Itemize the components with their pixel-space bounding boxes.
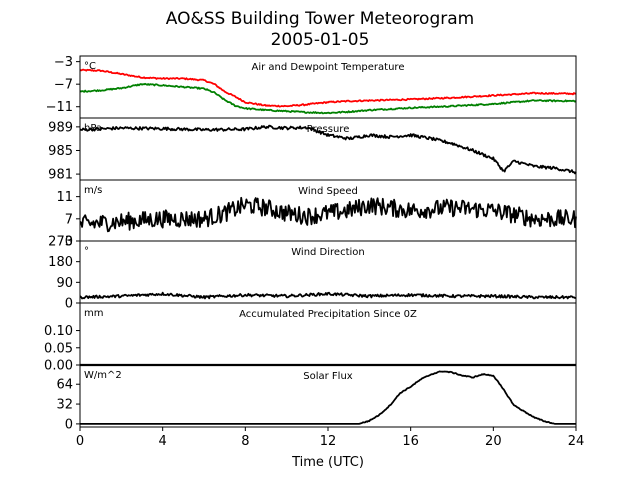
y-tick-label: 270 xyxy=(48,235,73,250)
x-tick-label: 20 xyxy=(485,434,502,449)
x-tick-label: 16 xyxy=(402,434,419,449)
y-tick-label: 64 xyxy=(56,378,73,393)
panel-title: Pressure xyxy=(307,124,350,135)
x-tick-label: 24 xyxy=(568,434,585,449)
y-tick-label: 32 xyxy=(56,398,73,413)
panel-unit-label: °C xyxy=(84,61,96,72)
y-tick-label: 11 xyxy=(56,190,73,205)
figure-title-line1: AO&SS Building Tower Meteorogram xyxy=(166,9,474,29)
y-tick-label: 0.05 xyxy=(44,341,73,356)
figure-title-line2: 2005-01-05 xyxy=(271,30,370,50)
panel-title: Wind Direction xyxy=(291,247,365,258)
y-tick-label: 3 xyxy=(65,235,73,250)
series-line-1-1 xyxy=(79,68,577,108)
panel-title: Solar Flux xyxy=(303,371,353,382)
x-tick-label: 12 xyxy=(320,434,337,449)
panel-unit-label: m/s xyxy=(84,185,102,196)
panel-title: Accumulated Precipitation Since 0Z xyxy=(239,309,417,320)
panel-title: Wind Speed xyxy=(298,186,358,197)
x-tick-label: 8 xyxy=(241,434,249,449)
x-tick-label: 0 xyxy=(76,434,84,449)
y-tick-label: 981 xyxy=(48,168,73,183)
series-line-4-1 xyxy=(79,291,577,300)
series-line-3-1 xyxy=(79,196,577,233)
y-tick-label: 90 xyxy=(56,276,73,291)
y-tick-label: 7 xyxy=(65,212,73,227)
panel-unit-label: hPa xyxy=(84,123,102,134)
panel-unit-label: ° xyxy=(84,246,89,257)
x-tick-label: 4 xyxy=(159,434,167,449)
y-tick-label: 985 xyxy=(48,144,73,159)
panel-unit-label: mm xyxy=(84,308,103,319)
series-line-2-1 xyxy=(79,124,577,175)
y-tick-label: 0.10 xyxy=(44,324,73,339)
y-tick-label: −11 xyxy=(46,100,73,115)
panels-group: −3 −7 −11 °C Air and Dewpoint Temperature 989… xyxy=(44,55,577,432)
panel-1: −3 −7 −11 °C Air and Dewpoint Temperature xyxy=(46,55,577,119)
y-tick-label: 180 xyxy=(48,255,73,270)
panel-2: 989 985 981 hPa Pressure xyxy=(48,117,577,183)
panel-3: 11 7 3 m/s Wind Speed xyxy=(56,179,577,250)
y-tick-label: 0 xyxy=(65,297,73,312)
series-line-1-2 xyxy=(79,82,577,115)
panel-unit-label: W/m^2 xyxy=(84,370,122,381)
y-tick-label: −7 xyxy=(54,78,73,93)
y-tick-label: 0 xyxy=(65,417,73,432)
y-tick-label: −3 xyxy=(54,55,73,70)
y-tick-label: 989 xyxy=(48,120,73,135)
y-tick-label: 0.00 xyxy=(44,359,73,374)
x-axis-label: Time (UTC) xyxy=(291,455,364,470)
series-line-6-1 xyxy=(80,370,576,425)
x-axis: 0 4 8 12 16 20 24 xyxy=(76,427,584,449)
panel-title: Air and Dewpoint Temperature xyxy=(252,62,405,73)
